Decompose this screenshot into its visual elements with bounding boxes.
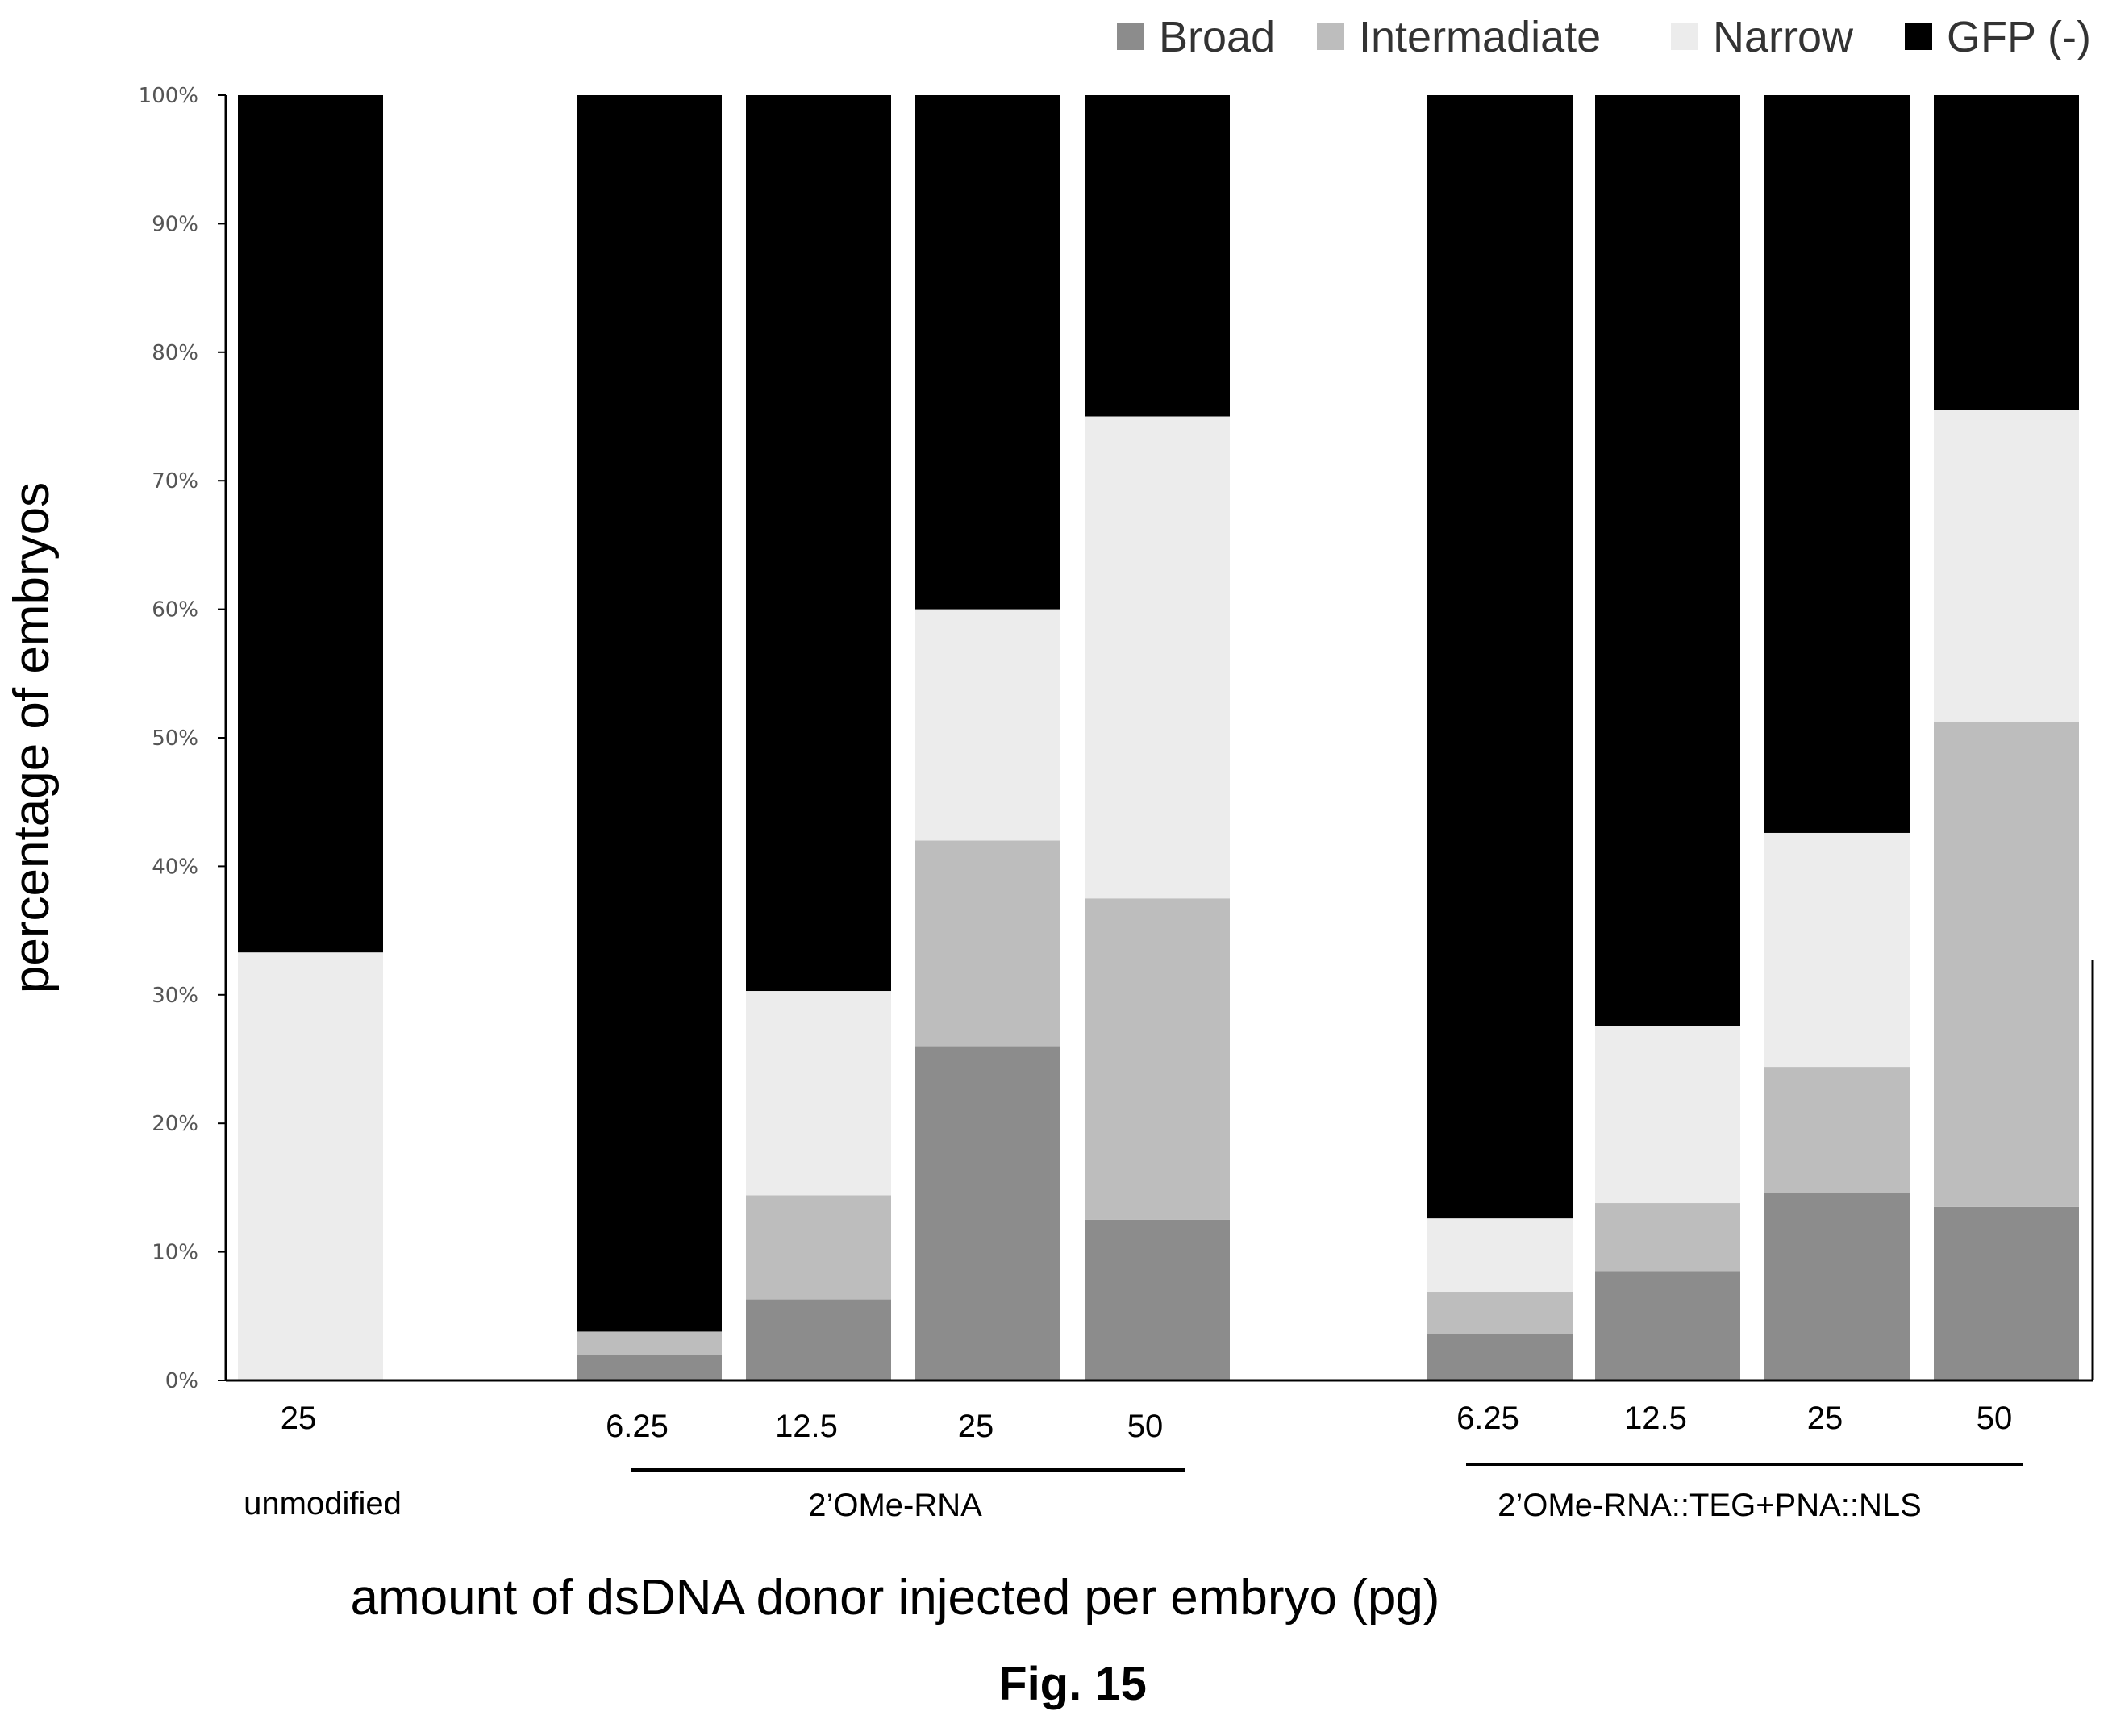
group-label: 2’OMe-RNA::TEG+PNA::NLS	[1498, 1488, 1922, 1523]
y-tick-label: 10%	[152, 1241, 198, 1265]
y-tick-label: 40%	[152, 855, 198, 879]
bar-segment-gfp-4	[1085, 95, 1230, 417]
bar-segment-broad-1	[577, 1355, 722, 1380]
bar-segment-gfp-2	[746, 95, 891, 992]
legend-swatch	[1671, 23, 1698, 50]
bar-segment-gfp-1	[577, 95, 722, 1332]
bar-segment-narrow-6	[1595, 1026, 1740, 1204]
bar-segment-gfp-8	[1934, 95, 2079, 410]
bar-segment-broad-3	[915, 1046, 1060, 1380]
bar-segment-intermadiate-3	[915, 840, 1060, 1047]
bar-segment-gfp-5	[1427, 95, 1573, 1219]
group-label: 2’OMe-RNA	[808, 1488, 982, 1523]
x-tick-label: 6.25	[1456, 1401, 1519, 1436]
y-tick-label: 20%	[152, 1112, 198, 1136]
y-tick-label: 80%	[152, 341, 198, 365]
bar-segment-broad-7	[1764, 1193, 1910, 1380]
bar-segment-gfp-6	[1595, 95, 1740, 1026]
y-tick-label: 30%	[152, 984, 198, 1008]
y-tick-label: 90%	[152, 212, 198, 236]
group-label: unmodified	[244, 1486, 402, 1522]
legend-label: Intermadiate	[1359, 13, 1601, 61]
bar-segment-gfp-0	[238, 95, 383, 953]
bar-segment-intermadiate-8	[1934, 722, 2079, 1207]
bar-segment-broad-6	[1595, 1271, 1740, 1380]
bar-segment-broad-5	[1427, 1334, 1573, 1380]
y-axis: 0% 10% 20% 30% 40% 50% 60% 70% 80% 90% 100%	[139, 84, 2094, 1393]
legend-swatch	[1117, 23, 1144, 50]
x-tick-label: 12.5	[1624, 1401, 1687, 1436]
y-axis-title: percentage of embryos	[4, 482, 60, 993]
bar-segment-intermadiate-6	[1595, 1203, 1740, 1272]
legend-label: Narrow	[1713, 13, 1854, 61]
legend: Broad Intermadiate Narrow GFP (-)	[1117, 13, 2091, 61]
x-tick-label: 25	[958, 1409, 994, 1444]
legend-label: GFP (-)	[1947, 13, 2091, 61]
bar-segment-narrow-2	[746, 991, 891, 1196]
bar-segment-gfp-3	[915, 95, 1060, 610]
legend-label: Broad	[1159, 13, 1275, 61]
bar-segment-broad-4	[1085, 1219, 1230, 1380]
bar-segment-intermadiate-5	[1427, 1292, 1573, 1334]
bar-segment-narrow-5	[1427, 1218, 1573, 1293]
bar-segment-intermadiate-1	[577, 1331, 722, 1355]
bar-segment-gfp-7	[1764, 95, 1910, 833]
bar-segment-narrow-3	[915, 609, 1060, 841]
legend-swatch	[1905, 23, 1932, 50]
y-tick-label: 70%	[152, 469, 198, 493]
bar-segment-broad-8	[1934, 1206, 2079, 1380]
x-tick-label: 12.5	[775, 1409, 838, 1444]
y-tick-label: 0%	[165, 1369, 198, 1393]
x-axis-title: amount of dsDNA donor injected per embry…	[351, 1570, 1440, 1626]
figure-label: Fig. 15	[998, 1658, 1147, 1710]
y-tick-label: 60%	[152, 598, 198, 622]
bar-segment-broad-2	[746, 1299, 891, 1380]
bar-segment-narrow-4	[1085, 416, 1230, 899]
legend-swatch	[1317, 23, 1344, 50]
x-tick-label: 50	[1977, 1401, 2013, 1436]
x-tick-label: 6.25	[606, 1409, 669, 1444]
y-tick-label: 100%	[139, 84, 198, 108]
bar-segment-narrow-8	[1934, 410, 2079, 722]
y-tick-label: 50%	[152, 726, 198, 751]
x-tick-label: 50	[1127, 1409, 1164, 1444]
x-axis: 25 6.25 12.5 25 50 6.25 12.5 25 50	[226, 1379, 2093, 1444]
x-tick-label: 25	[1807, 1401, 1843, 1436]
bars	[238, 95, 2079, 1380]
x-tick-label: 25	[281, 1401, 317, 1436]
group-labels: unmodified 2’OMe-RNA 2’OMe-RNA::TEG+PNA::N…	[244, 1463, 2023, 1523]
bar-segment-intermadiate-4	[1085, 898, 1230, 1220]
bar-segment-narrow-7	[1764, 832, 1910, 1068]
bar-segment-intermadiate-7	[1764, 1067, 1910, 1193]
bar-segment-narrow-0	[238, 952, 383, 1380]
bar-segment-intermadiate-2	[746, 1195, 891, 1300]
